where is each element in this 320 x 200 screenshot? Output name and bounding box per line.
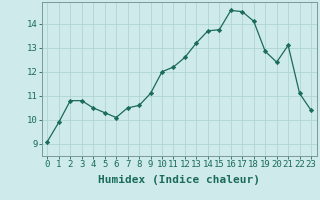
X-axis label: Humidex (Indice chaleur): Humidex (Indice chaleur)	[98, 175, 260, 185]
